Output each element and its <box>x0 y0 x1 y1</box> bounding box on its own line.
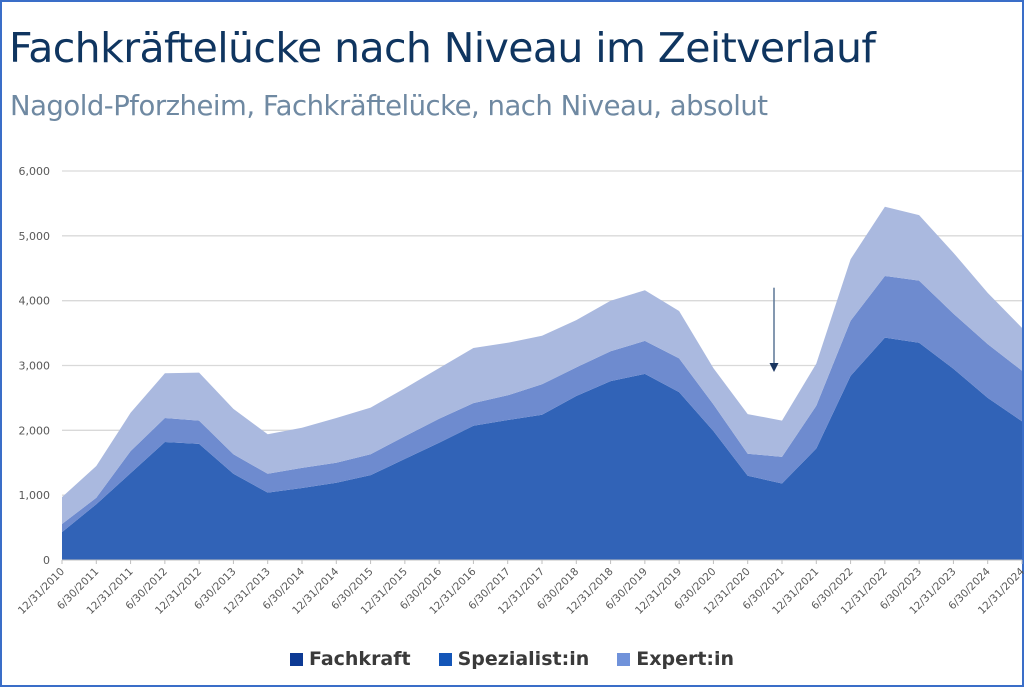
y-tick-label: 1,000 <box>19 489 51 502</box>
legend-item-spezialist[interactable]: Spezialist:in <box>438 648 590 670</box>
area-series <box>62 206 1022 560</box>
y-tick-label: 5,000 <box>19 230 51 243</box>
annotation-arrow-head <box>769 362 779 372</box>
y-tick-label: 0 <box>43 554 50 567</box>
area-expertin <box>62 206 1022 524</box>
legend-item-fachkraft[interactable]: Fachkraft <box>289 648 411 670</box>
chart-subtitle: Nagold-Pforzheim, Fachkräftelücke, nach … <box>10 90 768 122</box>
y-axis: 0 1,000 2,000 3,000 4,000 5,000 6,000 <box>19 165 51 567</box>
y-tick-label: 6,000 <box>19 165 51 178</box>
annotations <box>769 287 779 372</box>
chart-title: Fachkräftelücke nach Niveau im Zeitverla… <box>9 24 876 72</box>
legend-label-expert: Expert:in <box>636 648 735 670</box>
legend-swatch-fachkraft <box>289 652 303 666</box>
y-tick-label: 4,000 <box>19 295 51 308</box>
area-fachkraft <box>62 337 1022 560</box>
legend-label-spezialist: Spezialist:in <box>457 648 590 670</box>
x-axis: 12/31/20106/30/201112/31/20116/30/201212… <box>16 559 1024 617</box>
y-tick-label: 3,000 <box>19 360 51 373</box>
legend: Fachkraft Spezialist:in Expert:in <box>0 648 1024 670</box>
legend-label-fachkraft: Fachkraft <box>308 648 411 670</box>
legend-item-expert[interactable]: Expert:in <box>617 648 734 670</box>
area-spezialistin <box>62 276 1022 533</box>
y-tick-label: 2,000 <box>19 424 51 437</box>
legend-swatch-spezialist <box>438 652 452 666</box>
legend-swatch-expert <box>617 652 631 666</box>
